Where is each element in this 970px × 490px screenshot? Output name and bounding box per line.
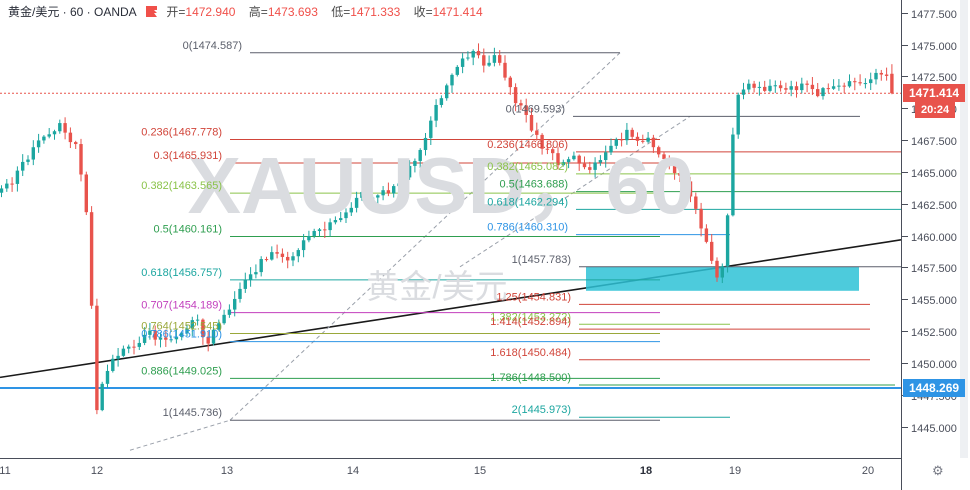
svg-text:0.707(1454.189): 0.707(1454.189) xyxy=(141,300,222,312)
svg-text:0.618(1462.294): 0.618(1462.294) xyxy=(487,196,568,208)
svg-text:0(1469.593): 0(1469.593) xyxy=(506,103,565,115)
svg-text:XAUUSD，60: XAUUSD，60 xyxy=(188,141,695,230)
svg-text:0.3(1465.931): 0.3(1465.931) xyxy=(154,150,223,162)
svg-text:0.382(1463.565): 0.382(1463.565) xyxy=(141,180,222,192)
svg-text:1(1445.736): 1(1445.736) xyxy=(163,407,222,419)
svg-text:0.236(1467.778): 0.236(1467.778) xyxy=(141,127,222,139)
svg-text:1.786(1448.500): 1.786(1448.500) xyxy=(490,372,571,384)
svg-text:0.382(1465.082): 0.382(1465.082) xyxy=(487,161,568,173)
svg-text:0.236(1466.806): 0.236(1466.806) xyxy=(487,139,568,151)
svg-text:1.618(1450.484): 1.618(1450.484) xyxy=(490,347,571,359)
svg-text:0.5(1463.688): 0.5(1463.688) xyxy=(500,179,569,191)
svg-text:0.786(1451.910): 0.786(1451.910) xyxy=(141,329,222,341)
svg-text:0.886(1449.025): 0.886(1449.025) xyxy=(141,365,222,377)
svg-text:1(1457.783): 1(1457.783) xyxy=(512,254,571,266)
svg-text:0.5(1460.161): 0.5(1460.161) xyxy=(154,224,223,236)
svg-text:黄金/美元: 黄金/美元 xyxy=(366,268,507,305)
svg-text:1.25(1454.831): 1.25(1454.831) xyxy=(496,291,571,303)
svg-text:0.618(1456.757): 0.618(1456.757) xyxy=(141,267,222,279)
svg-text:0.786(1460.310): 0.786(1460.310) xyxy=(487,222,568,234)
svg-text:0(1474.587): 0(1474.587) xyxy=(183,40,242,52)
svg-text:1.414(1452.894): 1.414(1452.894) xyxy=(490,316,571,328)
svg-text:2(1445.973): 2(1445.973) xyxy=(512,404,571,416)
